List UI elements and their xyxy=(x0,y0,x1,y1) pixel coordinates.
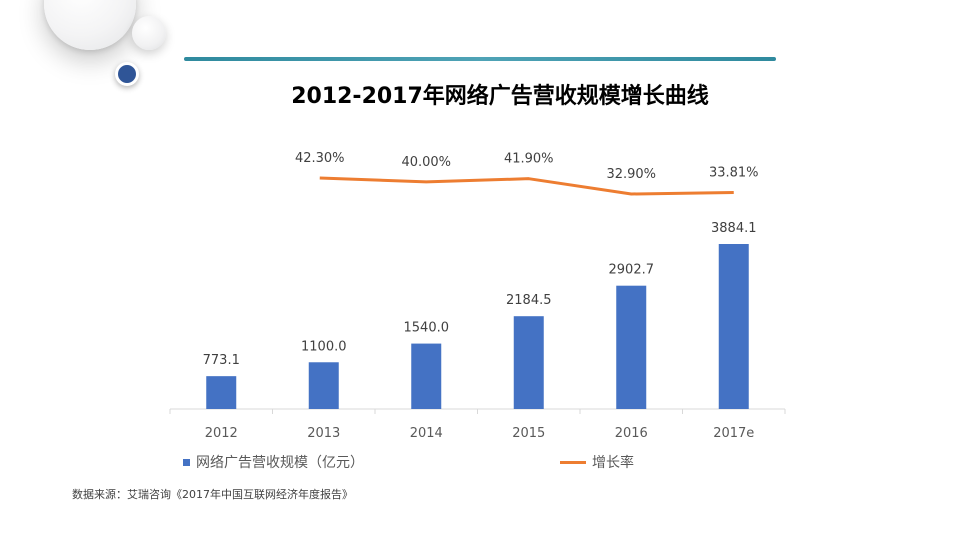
decorative-circle-blue xyxy=(115,62,139,86)
bar-data-label: 1100.0 xyxy=(301,339,347,354)
legend-swatch-line xyxy=(560,460,586,464)
bar xyxy=(513,316,544,409)
header-rule xyxy=(184,57,776,61)
bar-data-label: 1540.0 xyxy=(404,321,450,336)
x-tick-label: 2014 xyxy=(410,426,443,441)
bar xyxy=(616,285,647,409)
decorative-circle-small xyxy=(132,16,166,50)
bar xyxy=(206,376,237,409)
bar xyxy=(718,244,749,409)
x-tick-label: 2012 xyxy=(205,426,238,441)
legend-item-line: 增长率 xyxy=(560,452,634,472)
bar xyxy=(411,343,442,409)
bar-data-label: 3884.1 xyxy=(711,221,757,236)
line-data-label: 41.90% xyxy=(504,152,554,167)
bar-data-label: 2184.5 xyxy=(506,293,552,308)
line-data-label: 33.81% xyxy=(709,165,759,180)
x-tick-label: 2016 xyxy=(615,426,648,441)
x-tick-label: 2015 xyxy=(512,426,545,441)
chart-title: 2012-2017年网络广告营收规模增长曲线 xyxy=(291,84,709,109)
legend-item-bar: 网络广告营收规模（亿元） xyxy=(183,452,364,472)
line-data-label: 32.90% xyxy=(606,167,656,182)
x-tick-label: 2017e xyxy=(713,426,754,441)
x-tick-label: 2013 xyxy=(307,426,340,441)
legend-label-bar: 网络广告营收规模（亿元） xyxy=(196,455,364,471)
legend-label-line: 增长率 xyxy=(592,455,634,471)
line-data-label: 40.00% xyxy=(401,155,451,170)
bar-data-label: 2902.7 xyxy=(609,263,655,278)
source-note: 数据来源：艾瑞咨询《2017年中国互联网经济年度报告》 xyxy=(72,488,353,501)
bar-data-label: 773.1 xyxy=(203,353,240,368)
legend-swatch-bar xyxy=(183,458,190,466)
growth-rate-line xyxy=(319,176,734,196)
bar xyxy=(308,362,339,409)
line-data-label: 42.30% xyxy=(295,151,345,166)
